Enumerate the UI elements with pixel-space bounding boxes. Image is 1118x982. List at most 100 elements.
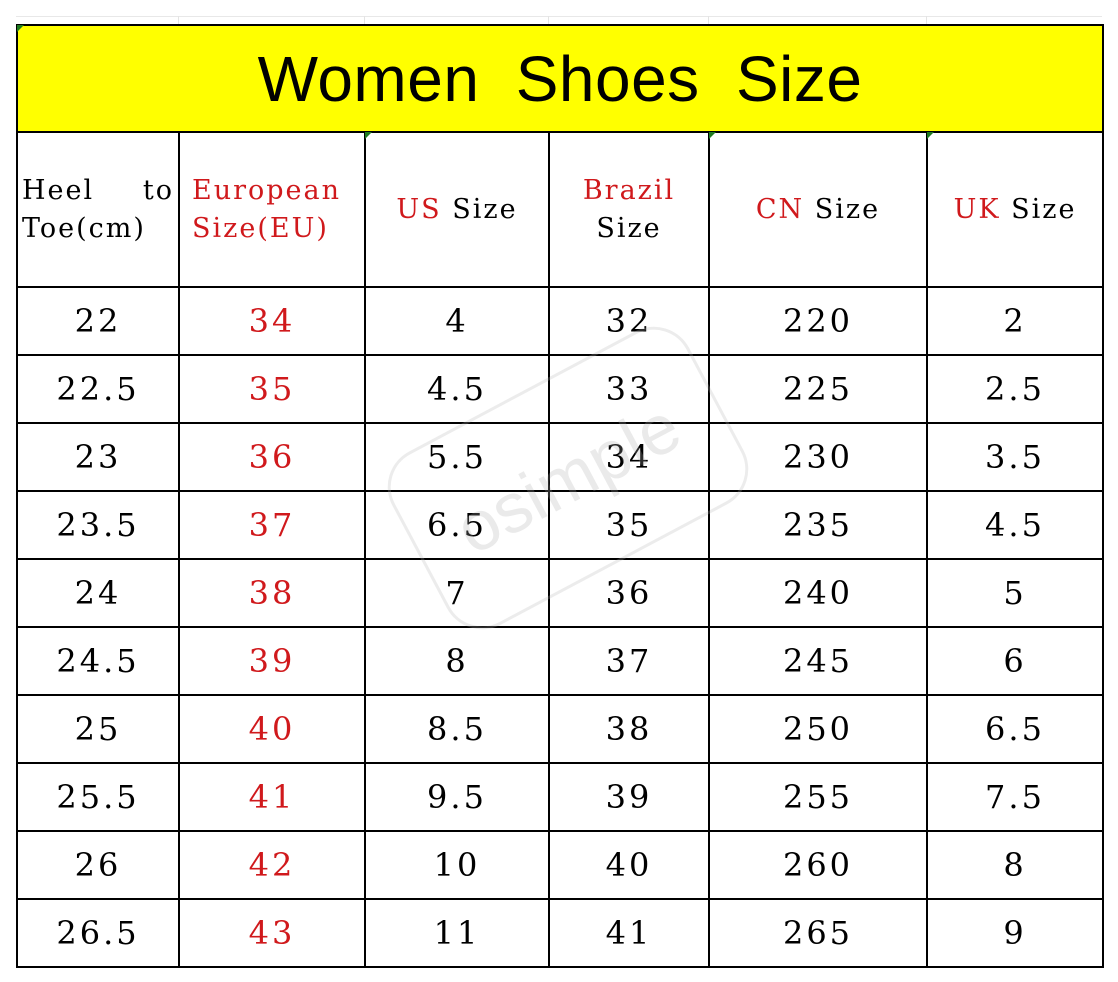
cell-uk-size: 3.5: [926, 422, 1104, 492]
cell-heel-to-toe: 22.5: [16, 354, 180, 424]
table-row: 22 34 4 32 220 2: [16, 286, 1104, 356]
cell-cn-size: 255: [708, 762, 928, 832]
cell-brazil-size: 37: [548, 626, 710, 696]
cell-uk-size: 8: [926, 830, 1104, 900]
chart-title: Women Shoes Size: [16, 24, 1104, 133]
cell-uk-size: 9: [926, 898, 1104, 968]
cell-us-size: 8.5: [364, 694, 550, 764]
cell-brazil-size: 36: [548, 558, 710, 628]
cell-european-size: 35: [178, 354, 366, 424]
sheet-gridline: [16, 16, 1102, 17]
cell-heel-to-toe: 24.5: [16, 626, 180, 696]
cell-brazil-size: 33: [548, 354, 710, 424]
cell-european-size: 43: [178, 898, 366, 968]
cell-heel-to-toe: 26: [16, 830, 180, 900]
cell-european-size: 34: [178, 286, 366, 356]
cell-brazil-size: 34: [548, 422, 710, 492]
cell-comment-marker: [365, 132, 372, 139]
sheet-gridline: [548, 16, 549, 24]
cell-us-size: 9.5: [364, 762, 550, 832]
header-label: Size: [1011, 193, 1077, 225]
cell-us-size: 8: [364, 626, 550, 696]
sheet-gridline: [364, 16, 365, 24]
cell-european-size: 40: [178, 694, 366, 764]
header-label-red: European Size(EU): [192, 174, 342, 244]
cell-brazil-size: 40: [548, 830, 710, 900]
cell-european-size: 41: [178, 762, 366, 832]
cell-uk-size: 7.5: [926, 762, 1104, 832]
table-row: 22.5 35 4.5 33 225 2.5: [16, 354, 1104, 424]
header-label: Size: [596, 212, 662, 244]
cell-comment-marker: [927, 132, 934, 139]
header-label-red: CN: [755, 193, 805, 225]
header-heel-to-toe: Heel to Toe(cm): [16, 131, 180, 288]
chart-title-text: Women Shoes Size: [257, 42, 863, 115]
cell-us-size: 10: [364, 830, 550, 900]
cell-heel-to-toe: 23: [16, 422, 180, 492]
cell-cn-size: 250: [708, 694, 928, 764]
table-row: 24 38 7 36 240 5: [16, 558, 1104, 628]
cell-european-size: 37: [178, 490, 366, 560]
cell-uk-size: 6: [926, 626, 1104, 696]
cell-us-size: 4: [364, 286, 550, 356]
cell-us-size: 5.5: [364, 422, 550, 492]
cell-cn-size: 220: [708, 286, 928, 356]
cell-european-size: 36: [178, 422, 366, 492]
header-label: Size: [814, 193, 881, 225]
cell-cn-size: 225: [708, 354, 928, 424]
cell-cn-size: 230: [708, 422, 928, 492]
sheet-gridline: [926, 16, 927, 24]
cell-us-size: 4.5: [364, 354, 550, 424]
cell-brazil-size: 39: [548, 762, 710, 832]
cell-european-size: 38: [178, 558, 366, 628]
cell-european-size: 42: [178, 830, 366, 900]
cell-uk-size: 5: [926, 558, 1104, 628]
table-row: 23.5 37 6.5 35 235 4.5: [16, 490, 1104, 560]
cell-uk-size: 6.5: [926, 694, 1104, 764]
cell-brazil-size: 32: [548, 286, 710, 356]
header-row: Heel to Toe(cm) European Size(EU) US Size B…: [16, 131, 1104, 288]
cell-brazil-size: 35: [548, 490, 710, 560]
table-row: 25 40 8.5 38 250 6.5: [16, 694, 1104, 764]
cell-brazil-size: 38: [548, 694, 710, 764]
table-row: 24.5 39 8 37 245 6: [16, 626, 1104, 696]
header-european-size: European Size(EU): [178, 131, 366, 288]
header-brazil-size: Brazil Size: [548, 131, 710, 288]
sheet-gridline: [178, 16, 179, 24]
cell-heel-to-toe: 23.5: [16, 490, 180, 560]
header-us-size: US Size: [364, 131, 550, 288]
cell-european-size: 39: [178, 626, 366, 696]
cell-heel-to-toe: 22: [16, 286, 180, 356]
cell-heel-to-toe: 25: [16, 694, 180, 764]
cell-us-size: 7: [364, 558, 550, 628]
header-label-red: UK: [953, 193, 1001, 225]
sheet-gridline: [708, 16, 709, 24]
size-chart-table: Women Shoes Size Heel to Toe(cm) European…: [16, 24, 1104, 968]
header-cn-size: CN Size: [708, 131, 928, 288]
cell-us-size: 11: [364, 898, 550, 968]
cell-cn-size: 265: [708, 898, 928, 968]
cell-cn-size: 245: [708, 626, 928, 696]
cell-uk-size: 4.5: [926, 490, 1104, 560]
table-row: 26 42 10 40 260 8: [16, 830, 1104, 900]
cell-cn-size: 260: [708, 830, 928, 900]
cell-us-size: 6.5: [364, 490, 550, 560]
cell-heel-to-toe: 25.5: [16, 762, 180, 832]
cell-comment-marker: [709, 132, 716, 139]
header-label-red: US: [396, 193, 442, 225]
cell-brazil-size: 41: [548, 898, 710, 968]
header-uk-size: UK Size: [926, 131, 1104, 288]
cell-cn-size: 240: [708, 558, 928, 628]
table-row: 26.5 43 11 41 265 9: [16, 898, 1104, 968]
table-row: 25.5 41 9.5 39 255 7.5: [16, 762, 1104, 832]
header-label: Heel to Toe(cm): [22, 174, 174, 244]
header-label: Size: [452, 193, 518, 225]
cell-uk-size: 2: [926, 286, 1104, 356]
cell-uk-size: 2.5: [926, 354, 1104, 424]
cell-heel-to-toe: 26.5: [16, 898, 180, 968]
header-label-red: Brazil: [582, 174, 676, 206]
cell-heel-to-toe: 24: [16, 558, 180, 628]
cell-comment-marker: [17, 25, 24, 32]
cell-cn-size: 235: [708, 490, 928, 560]
table-row: 23 36 5.5 34 230 3.5: [16, 422, 1104, 492]
